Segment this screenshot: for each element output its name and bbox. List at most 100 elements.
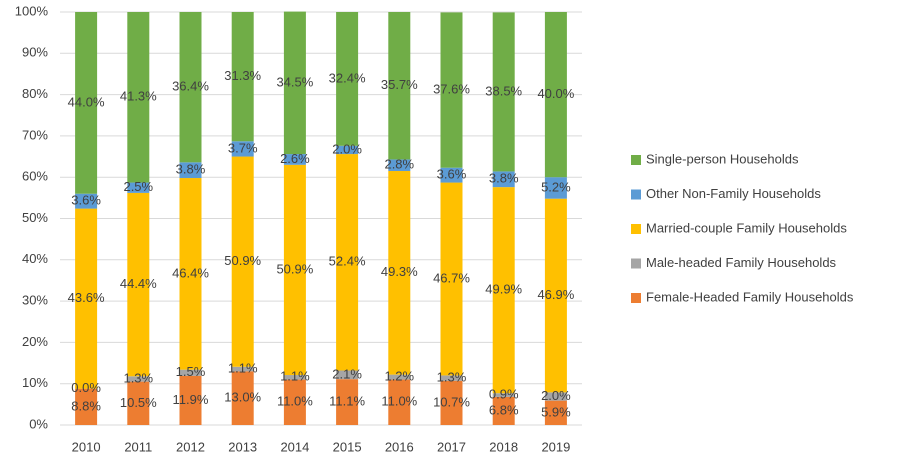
data-label: 13.0% bbox=[224, 390, 261, 405]
data-label: 0.0% bbox=[71, 380, 101, 395]
y-tick-label: 10% bbox=[22, 375, 48, 390]
data-label: 46.4% bbox=[172, 265, 209, 280]
data-label: 3.8% bbox=[176, 162, 206, 177]
legend-label: Other Non-Family Households bbox=[646, 186, 821, 201]
y-tick-label: 80% bbox=[22, 86, 48, 101]
data-label: 38.5% bbox=[485, 83, 522, 98]
data-label: 44.4% bbox=[120, 276, 157, 291]
y-tick-label: 20% bbox=[22, 334, 48, 349]
data-label: 10.7% bbox=[433, 394, 470, 409]
data-label: 35.7% bbox=[381, 77, 418, 92]
data-label: 11.0% bbox=[381, 394, 417, 409]
legend-swatch bbox=[631, 224, 641, 234]
data-label: 40.0% bbox=[537, 86, 574, 101]
bar-segment bbox=[440, 12, 463, 168]
bar-segment bbox=[231, 141, 254, 157]
y-tick-label: 30% bbox=[22, 293, 48, 308]
bar-segment bbox=[283, 154, 306, 165]
data-label: 2.1% bbox=[332, 366, 362, 381]
data-label: 3.8% bbox=[489, 171, 519, 186]
data-label: 2.6% bbox=[280, 151, 310, 166]
data-label: 44.0% bbox=[68, 94, 105, 109]
bar-segment bbox=[544, 177, 567, 199]
bar-segment bbox=[75, 388, 98, 425]
bar-segment bbox=[388, 159, 411, 172]
data-label: 11.1% bbox=[329, 394, 365, 409]
data-label: 1.5% bbox=[176, 364, 206, 379]
y-tick-label: 90% bbox=[22, 45, 48, 60]
data-label: 2.8% bbox=[384, 157, 414, 172]
bar-segment bbox=[440, 375, 463, 381]
x-tick-label: 2014 bbox=[280, 439, 309, 454]
data-label: 0.9% bbox=[489, 386, 519, 401]
data-label: 6.8% bbox=[489, 402, 519, 417]
y-tick-label: 0% bbox=[29, 416, 48, 431]
bar-segment bbox=[336, 379, 359, 425]
bar-segment bbox=[492, 12, 515, 172]
bar-segment bbox=[492, 171, 515, 188]
x-tick-label: 2019 bbox=[541, 439, 570, 454]
bar-segment bbox=[336, 154, 359, 371]
data-label: 2.0% bbox=[332, 141, 362, 156]
y-tick-label: 70% bbox=[22, 127, 48, 142]
x-tick-label: 2012 bbox=[176, 439, 205, 454]
bar-segment bbox=[544, 12, 567, 178]
data-label: 46.7% bbox=[433, 270, 470, 285]
bar-segment bbox=[179, 178, 202, 370]
bar-segment bbox=[336, 12, 359, 146]
data-label: 3.7% bbox=[228, 140, 258, 155]
legend-swatch bbox=[631, 189, 641, 200]
y-tick-label: 40% bbox=[22, 251, 48, 266]
y-tick-label: 100% bbox=[15, 3, 49, 18]
data-label: 11.0% bbox=[277, 394, 313, 409]
data-label: 2.5% bbox=[123, 179, 153, 194]
x-tick-label: 2017 bbox=[437, 439, 466, 454]
bar-segment bbox=[336, 145, 359, 155]
legend-swatch bbox=[631, 155, 641, 165]
data-label: 3.6% bbox=[437, 167, 467, 182]
bar-segment bbox=[127, 192, 150, 377]
data-label: 10.5% bbox=[120, 395, 157, 410]
bar-segment bbox=[283, 375, 306, 380]
bar-segment bbox=[440, 167, 463, 183]
data-label: 50.9% bbox=[276, 261, 313, 276]
legend-label: Married-couple Family Households bbox=[646, 220, 847, 235]
data-label: 11.9% bbox=[173, 392, 209, 407]
x-tick-label: 2011 bbox=[124, 439, 152, 454]
data-label: 34.5% bbox=[276, 74, 313, 89]
x-tick-label: 2018 bbox=[489, 439, 518, 454]
bar-segment bbox=[231, 366, 254, 372]
data-label: 5.9% bbox=[541, 404, 571, 419]
bar-segment bbox=[231, 156, 254, 367]
legend-label: Male-headed Family Households bbox=[646, 255, 837, 270]
bar-segment bbox=[336, 370, 359, 380]
legend-swatch bbox=[631, 293, 641, 303]
data-label: 2.0% bbox=[541, 388, 571, 403]
data-label: 52.4% bbox=[329, 254, 366, 269]
data-label: 32.4% bbox=[329, 70, 366, 85]
legend-label: Single-person Households bbox=[646, 151, 799, 166]
bar-segment bbox=[388, 379, 411, 425]
bar-segment bbox=[440, 182, 463, 376]
bar-segment bbox=[492, 187, 515, 394]
bar-segment bbox=[544, 392, 567, 401]
bar-segment bbox=[283, 164, 306, 376]
x-tick-label: 2016 bbox=[385, 439, 414, 454]
legend-swatch bbox=[631, 258, 641, 269]
bar-segment bbox=[388, 171, 411, 375]
data-label: 5.2% bbox=[541, 179, 571, 194]
bar-segment bbox=[127, 182, 150, 193]
bar-segment bbox=[492, 396, 515, 425]
bar-segment bbox=[440, 380, 463, 425]
bar-segment bbox=[388, 374, 411, 380]
data-label: 50.9% bbox=[224, 253, 261, 268]
bar-segment bbox=[544, 198, 567, 393]
bar-segment bbox=[231, 12, 254, 142]
bar-segment bbox=[231, 371, 254, 425]
data-label: 1.1% bbox=[280, 369, 310, 384]
data-label: 49.9% bbox=[485, 282, 522, 297]
y-tick-label: 60% bbox=[22, 169, 48, 184]
bar-segment bbox=[179, 162, 202, 179]
bar-segment bbox=[283, 11, 306, 155]
